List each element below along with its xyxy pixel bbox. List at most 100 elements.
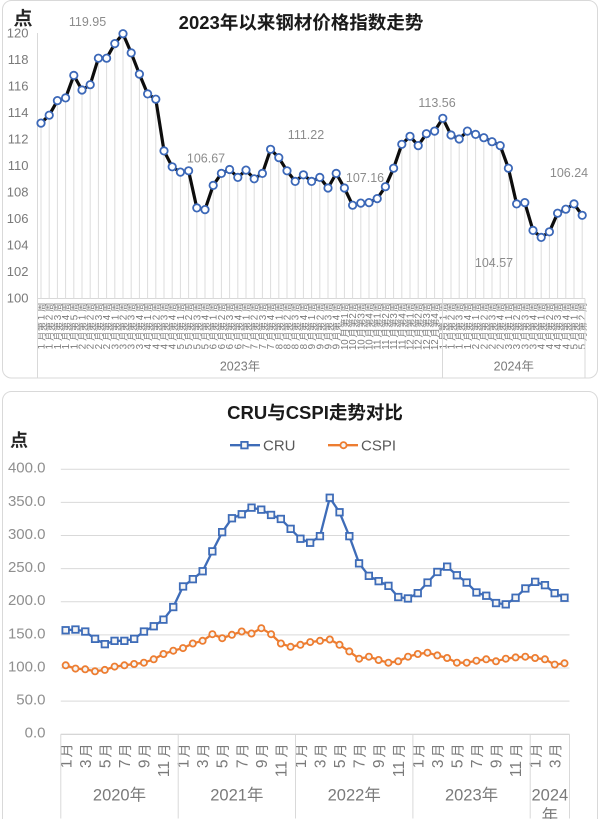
svg-text:9: 9 bbox=[136, 760, 153, 769]
svg-text:106.24: 106.24 bbox=[550, 166, 588, 180]
svg-text:5: 5 bbox=[97, 760, 114, 769]
svg-text:2: 2 bbox=[86, 344, 97, 349]
svg-text:2: 2 bbox=[86, 315, 97, 320]
svg-text:9: 9 bbox=[371, 760, 388, 769]
svg-text:9: 9 bbox=[332, 344, 343, 349]
svg-text:3: 3 bbox=[356, 313, 367, 319]
svg-text:108: 108 bbox=[7, 185, 29, 200]
svg-text:1: 1 bbox=[110, 315, 121, 320]
svg-text:3: 3 bbox=[78, 760, 95, 769]
svg-text:116: 116 bbox=[8, 79, 29, 94]
svg-text:1: 1 bbox=[61, 344, 72, 349]
svg-text:8: 8 bbox=[274, 343, 285, 349]
svg-text:1: 1 bbox=[455, 344, 466, 349]
svg-text:8: 8 bbox=[283, 343, 294, 349]
svg-text:110: 110 bbox=[8, 158, 29, 173]
svg-text:4: 4 bbox=[233, 314, 244, 320]
svg-text:7: 7 bbox=[469, 760, 486, 769]
svg-text:1: 1 bbox=[53, 344, 64, 349]
svg-text:400.0: 400.0 bbox=[8, 460, 46, 477]
svg-text:4: 4 bbox=[160, 343, 171, 349]
svg-text:3: 3 bbox=[389, 313, 400, 319]
svg-text:1: 1 bbox=[410, 760, 427, 769]
svg-text:2020: 2020 bbox=[93, 787, 130, 805]
svg-text:2024: 2024 bbox=[494, 360, 522, 374]
svg-text:107.16: 107.16 bbox=[346, 171, 384, 185]
svg-text:2023: 2023 bbox=[220, 360, 248, 374]
svg-text:2: 2 bbox=[447, 315, 458, 320]
svg-text:200.0: 200.0 bbox=[8, 592, 46, 609]
svg-text:100: 100 bbox=[7, 291, 29, 306]
svg-text:6: 6 bbox=[233, 343, 244, 349]
svg-text:1: 1 bbox=[471, 315, 482, 320]
svg-text:4: 4 bbox=[266, 314, 277, 320]
svg-text:6: 6 bbox=[217, 343, 228, 349]
svg-text:3: 3 bbox=[313, 760, 330, 769]
svg-text:2: 2 bbox=[94, 344, 105, 349]
svg-text:1: 1 bbox=[78, 315, 89, 320]
svg-text:4: 4 bbox=[168, 314, 179, 320]
svg-text:1: 1 bbox=[45, 344, 56, 349]
svg-text:4: 4 bbox=[143, 343, 154, 349]
svg-text:8: 8 bbox=[299, 343, 310, 349]
svg-text:5: 5 bbox=[69, 314, 80, 320]
svg-text:2: 2 bbox=[479, 344, 490, 349]
svg-text:7: 7 bbox=[352, 760, 369, 769]
svg-text:2: 2 bbox=[512, 315, 523, 320]
svg-text:1: 1 bbox=[37, 344, 48, 349]
svg-text:12: 12 bbox=[430, 339, 441, 350]
svg-text:1: 1 bbox=[307, 315, 318, 320]
svg-text:3: 3 bbox=[94, 314, 105, 320]
svg-text:106.67: 106.67 bbox=[187, 152, 225, 166]
svg-text:2: 2 bbox=[78, 344, 89, 349]
svg-text:2: 2 bbox=[545, 315, 556, 320]
svg-text:5: 5 bbox=[201, 343, 212, 349]
svg-text:3: 3 bbox=[127, 314, 138, 320]
svg-text:3: 3 bbox=[422, 313, 433, 319]
svg-text:4: 4 bbox=[561, 343, 572, 349]
svg-text:1: 1 bbox=[373, 313, 384, 318]
svg-text:4: 4 bbox=[537, 343, 548, 349]
svg-text:4: 4 bbox=[430, 313, 441, 319]
svg-text:102: 102 bbox=[7, 264, 29, 279]
svg-text:2: 2 bbox=[119, 315, 130, 320]
svg-text:3: 3 bbox=[504, 343, 515, 349]
svg-text:12: 12 bbox=[414, 339, 425, 350]
svg-text:4: 4 bbox=[151, 343, 162, 349]
svg-text:3: 3 bbox=[119, 343, 130, 349]
svg-text:12: 12 bbox=[406, 339, 417, 350]
svg-text:1: 1 bbox=[274, 315, 285, 320]
svg-text:6: 6 bbox=[209, 343, 220, 349]
svg-text:3: 3 bbox=[512, 343, 523, 349]
svg-text:250.0: 250.0 bbox=[8, 559, 46, 576]
svg-text:350.0: 350.0 bbox=[8, 493, 46, 510]
svg-text:4: 4 bbox=[397, 313, 408, 319]
svg-text:4: 4 bbox=[545, 343, 556, 349]
svg-text:3: 3 bbox=[225, 314, 236, 320]
svg-text:3: 3 bbox=[488, 314, 499, 320]
svg-text:1: 1 bbox=[570, 315, 581, 320]
svg-text:2: 2 bbox=[471, 344, 482, 349]
svg-text:4: 4 bbox=[496, 314, 507, 320]
svg-text:3: 3 bbox=[110, 343, 121, 349]
svg-text:1: 1 bbox=[406, 313, 417, 318]
svg-text:1: 1 bbox=[143, 315, 154, 320]
svg-text:4: 4 bbox=[365, 313, 376, 319]
svg-text:CRU: CRU bbox=[227, 402, 267, 423]
svg-text:2024: 2024 bbox=[531, 787, 568, 805]
svg-text:CRU: CRU bbox=[263, 438, 296, 455]
svg-text:11: 11 bbox=[373, 340, 384, 350]
svg-text:5: 5 bbox=[184, 343, 195, 349]
svg-text:1: 1 bbox=[58, 760, 75, 769]
svg-text:3: 3 bbox=[553, 314, 564, 320]
svg-text:2: 2 bbox=[315, 315, 326, 320]
svg-text:CSPI: CSPI bbox=[361, 438, 396, 455]
svg-text:1: 1 bbox=[69, 344, 80, 349]
svg-text:3: 3 bbox=[192, 314, 203, 320]
svg-text:1: 1 bbox=[447, 344, 458, 349]
svg-text:7: 7 bbox=[234, 760, 251, 769]
svg-text:9: 9 bbox=[307, 344, 318, 349]
svg-text:1: 1 bbox=[340, 313, 351, 318]
svg-text:5: 5 bbox=[176, 343, 187, 349]
svg-text:9: 9 bbox=[489, 760, 506, 769]
